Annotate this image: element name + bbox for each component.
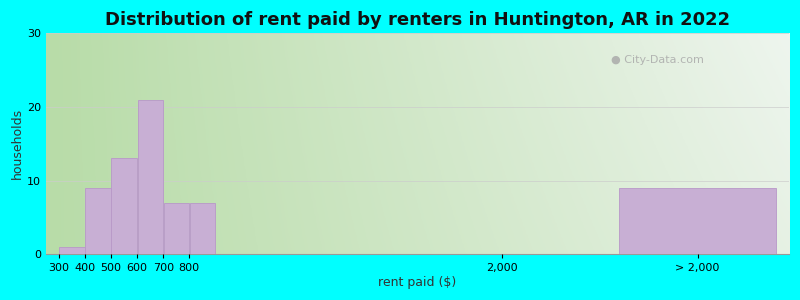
- Bar: [111, 158, 137, 254]
- Bar: [59, 247, 85, 254]
- Bar: [163, 202, 189, 254]
- Bar: [619, 188, 776, 254]
- Bar: [138, 100, 163, 254]
- Y-axis label: households: households: [11, 108, 24, 179]
- Bar: [86, 188, 110, 254]
- X-axis label: rent paid ($): rent paid ($): [378, 276, 457, 289]
- Bar: [190, 202, 215, 254]
- Text: ● City-Data.com: ● City-Data.com: [610, 55, 703, 65]
- Title: Distribution of rent paid by renters in Huntington, AR in 2022: Distribution of rent paid by renters in …: [105, 11, 730, 29]
